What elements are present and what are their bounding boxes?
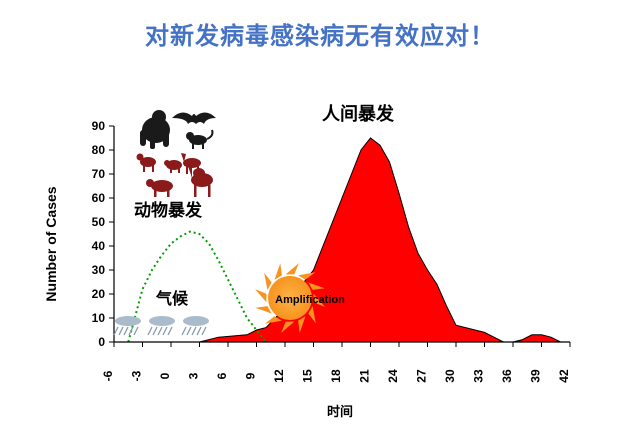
sun-ray bbox=[308, 282, 325, 290]
annotation-human-outbreak: 人间暴发 bbox=[322, 103, 395, 125]
rain-cloud-icons bbox=[113, 316, 209, 336]
x-tick-label: 12 bbox=[272, 369, 286, 383]
sun-ray bbox=[264, 272, 272, 290]
y-tick-label: 70 bbox=[92, 167, 106, 181]
sun-ray bbox=[313, 293, 325, 307]
sun-ray bbox=[274, 263, 282, 280]
rain-cloud-icon bbox=[181, 316, 209, 336]
animal-silhouettes-icon bbox=[136, 110, 216, 197]
pig-icon bbox=[164, 160, 182, 173]
y-tick-label: 90 bbox=[92, 119, 106, 133]
x-tick-label: 24 bbox=[386, 369, 400, 383]
x-tick-label: 27 bbox=[415, 369, 429, 383]
annotation-animal-outbreak: 动物暴发 bbox=[134, 200, 203, 221]
x-tick-label: 3 bbox=[187, 372, 201, 379]
goat-icon bbox=[136, 153, 156, 172]
sun-ray bbox=[298, 316, 306, 333]
x-ticks: -6 -3 0 3 6 9 12 15 18 21 24 27 30 33 36 39 42 bbox=[101, 342, 571, 383]
x-tick-label: 21 bbox=[358, 369, 372, 383]
y-ticks: 0 10 20 30 40 50 60 70 80 90 bbox=[92, 119, 114, 349]
sun-ray bbox=[255, 289, 267, 303]
series-layer bbox=[114, 137, 570, 343]
y-tick-label: 80 bbox=[92, 143, 106, 157]
x-tick-label: -6 bbox=[101, 370, 115, 381]
rain-cloud-icon bbox=[147, 316, 175, 336]
x-tick-label: 9 bbox=[244, 372, 258, 379]
monkey-icon bbox=[186, 129, 214, 149]
y-tick-label: 60 bbox=[92, 191, 106, 205]
x-tick-label: 6 bbox=[215, 372, 229, 379]
y-tick-label: 10 bbox=[92, 311, 106, 325]
y-tick-label: 0 bbox=[98, 335, 105, 349]
animal-outbreak-line bbox=[127, 230, 267, 343]
amplification-sun-icon bbox=[255, 263, 325, 333]
y-tick-label: 20 bbox=[92, 287, 106, 301]
x-tick-label: 33 bbox=[472, 369, 486, 383]
sun-ray bbox=[298, 272, 316, 280]
sun-ray bbox=[281, 321, 295, 333]
bat-icon bbox=[172, 112, 216, 124]
slide-headline: 对新发病毒感染病无有效应对！ bbox=[145, 22, 495, 50]
sun-ray bbox=[308, 306, 316, 324]
annotation-climate: 气候 bbox=[155, 289, 189, 308]
gorilla-icon bbox=[140, 110, 170, 149]
x-tick-label: 39 bbox=[529, 369, 543, 383]
x-tick-label: 15 bbox=[301, 369, 315, 383]
x-axis-label: 时间 bbox=[327, 404, 353, 420]
y-tick-label: 30 bbox=[92, 263, 106, 277]
x-tick-label: 0 bbox=[158, 372, 172, 379]
y-axis-label: Number of Cases bbox=[43, 186, 59, 301]
x-tick-label: 42 bbox=[557, 369, 571, 383]
cow-icon bbox=[146, 179, 173, 197]
sun-ray bbox=[264, 316, 282, 324]
x-tick-label: 36 bbox=[500, 369, 514, 383]
x-tick-label: 30 bbox=[443, 369, 457, 383]
x-tick-label: 18 bbox=[329, 369, 343, 383]
x-tick-label: -3 bbox=[130, 370, 144, 381]
y-tick-label: 50 bbox=[92, 215, 106, 229]
rain-cloud-icon bbox=[113, 316, 141, 336]
camel-icon bbox=[184, 162, 213, 197]
sun-ray bbox=[285, 263, 299, 275]
annotation-amplification: Amplification bbox=[275, 294, 345, 306]
human-outbreak-area bbox=[114, 137, 570, 343]
sun-ray bbox=[255, 306, 272, 314]
y-tick-label: 40 bbox=[92, 239, 106, 253]
